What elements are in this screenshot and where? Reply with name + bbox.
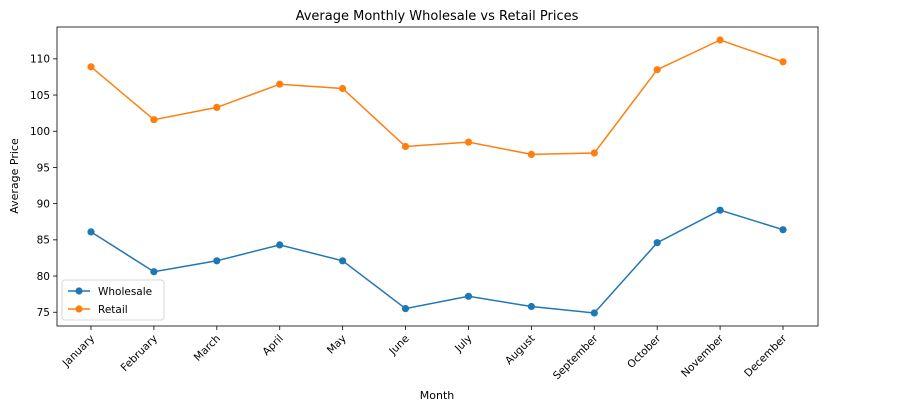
data-point-retail (590, 149, 598, 157)
x-tick-label: May (325, 333, 349, 357)
legend-label-retail: Retail (98, 304, 128, 316)
data-point-wholesale (653, 239, 661, 247)
data-point-wholesale (779, 226, 787, 234)
y-axis-label: Average Price (8, 138, 21, 214)
legend-marker-retail (75, 305, 83, 313)
data-point-wholesale (716, 206, 724, 214)
data-point-wholesale (339, 257, 347, 265)
chart-title: Average Monthly Wholesale vs Retail Pric… (296, 9, 579, 24)
series-line-retail (90, 39, 784, 156)
data-point-wholesale (464, 292, 473, 300)
x-tick-label: September (551, 332, 601, 382)
x-tick-label: February (119, 333, 160, 374)
y-tick-label: 85 (37, 235, 50, 247)
x-tick-label: June (386, 333, 411, 358)
y-tick-label: 100 (30, 126, 50, 138)
x-tick-label: August (503, 333, 537, 367)
data-point-wholesale (401, 305, 410, 313)
data-point-retail (276, 80, 284, 88)
legend-marker-wholesale (75, 287, 83, 295)
data-point-retail (87, 63, 95, 71)
data-point-retail (150, 116, 158, 124)
legend-box (61, 279, 165, 321)
data-point-retail (653, 66, 661, 74)
data-point-retail (527, 150, 536, 158)
data-point-wholesale (87, 228, 95, 236)
x-tick-label: March (192, 333, 223, 364)
plot-area: 75 80 85 90 95 100 105 110 January February March A… (30, 26, 819, 382)
x-tick-label: April (260, 333, 285, 358)
data-point-wholesale (213, 257, 221, 265)
data-point-retail (213, 103, 221, 111)
x-tick-label: December (742, 332, 789, 379)
data-point-retail (779, 58, 787, 66)
y-tick-label: 75 (37, 307, 50, 319)
data-point-retail (339, 84, 347, 93)
x-tick-label: July (452, 333, 475, 356)
series-line-wholesale (90, 209, 784, 314)
data-point-wholesale (590, 309, 598, 317)
x-tick-label: October (625, 332, 664, 371)
y-tick-label: 105 (30, 90, 50, 102)
data-point-retail (464, 138, 473, 146)
x-axis-label: Month (420, 389, 455, 402)
data-point-wholesale (150, 268, 158, 276)
y-tick-label: 90 (37, 198, 50, 210)
y-tick-label: 80 (37, 271, 50, 283)
legend-label-wholesale: Wholesale (98, 286, 152, 298)
data-point-wholesale (276, 241, 284, 249)
legend: Wholesale Retail (61, 279, 165, 321)
data-point-wholesale (527, 302, 536, 311)
y-tick-label: 95 (37, 162, 50, 174)
data-point-retail (401, 142, 410, 151)
x-tick-label: January (60, 333, 97, 370)
data-point-retail (716, 36, 724, 44)
plot-frame (56, 26, 819, 327)
y-tick-label: 110 (30, 54, 50, 66)
x-tick-label: November (679, 332, 727, 380)
